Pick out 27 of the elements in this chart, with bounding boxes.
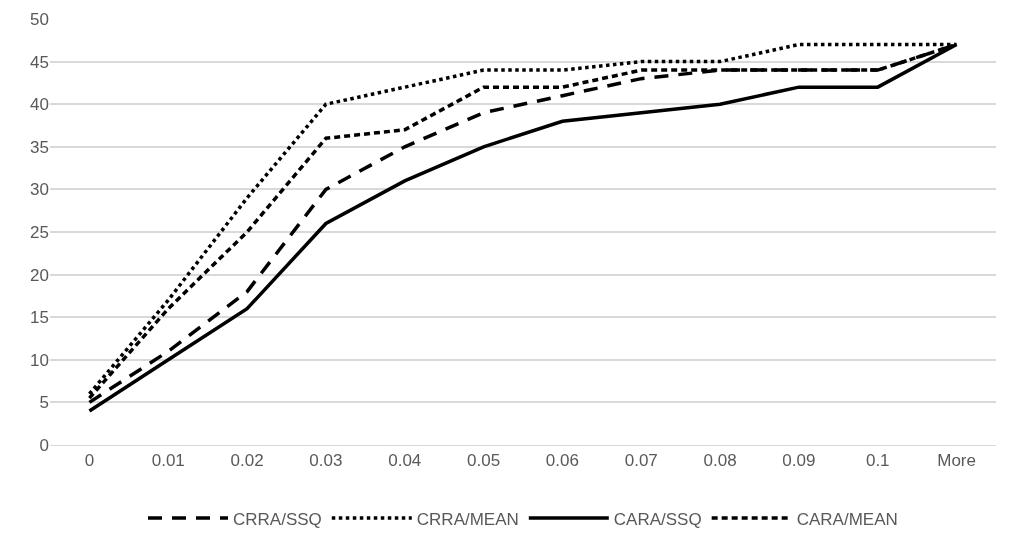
x-tick-label: 0.1 [865,451,890,471]
x-tick-label: 0.02 [230,451,264,471]
y-tick-label: 25 [30,222,49,242]
legend-label: CARA/SSQ [613,509,702,529]
x-tick-label: 0.05 [467,451,501,471]
x-tick-label: 0.06 [545,451,579,471]
y-tick-label: 50 [30,9,49,29]
x-tick-label: 0 [84,451,95,471]
x-tick-label: 0.03 [309,451,343,471]
legend-label: CARA/MEAN [796,509,898,529]
x-tick-label: 0.07 [624,451,658,471]
x-tick-label: 0.01 [151,451,185,471]
y-tick-label: 30 [30,180,49,200]
y-tick-label: 15 [30,308,49,328]
x-tick-label: 0.04 [388,451,422,471]
x-tick-label: More [937,451,976,471]
y-tick-label: 45 [30,52,49,72]
y-tick-label: 0 [39,435,49,455]
x-tick-label: 0.09 [782,451,816,471]
legend-label: CRRA/SSQ [233,509,322,529]
y-tick-label: 5 [39,393,49,413]
legend-label: CRRA/MEAN [416,509,519,529]
y-tick-label: 20 [30,265,49,285]
x-tick-label: 0.08 [703,451,737,471]
y-tick-label: 35 [30,137,49,157]
y-tick-label: 10 [30,350,49,370]
y-tick-label: 40 [30,95,49,115]
